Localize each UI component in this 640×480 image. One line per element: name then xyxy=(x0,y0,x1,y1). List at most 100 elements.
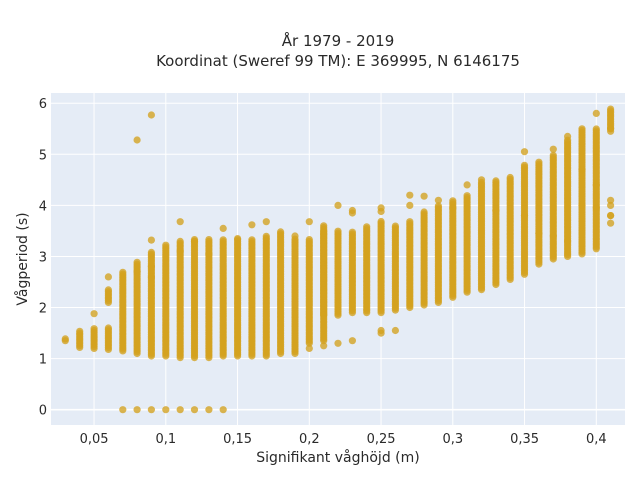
data-point xyxy=(607,219,615,227)
data-point xyxy=(133,406,141,414)
data-point xyxy=(147,236,155,244)
data-point xyxy=(219,406,227,414)
data-point xyxy=(61,335,69,343)
data-point xyxy=(104,273,112,281)
data-point xyxy=(535,229,543,238)
data-point xyxy=(463,192,471,200)
data-point xyxy=(391,326,399,335)
x-tick-label: 0,35 xyxy=(510,432,539,447)
x-tick-labels: 0,05 0,1 0,15 0,2 0,25 0,3 0,35 0,4 xyxy=(80,432,607,447)
data-point xyxy=(449,197,457,205)
data-point xyxy=(520,148,529,156)
data-point xyxy=(334,227,342,235)
data-point xyxy=(463,181,471,189)
data-point xyxy=(334,339,342,347)
data-point xyxy=(607,212,615,220)
data-point xyxy=(76,327,84,335)
data-point xyxy=(434,202,442,210)
data-point xyxy=(219,224,227,232)
data-point xyxy=(90,325,98,333)
data-point xyxy=(291,232,299,240)
data-point xyxy=(592,181,600,189)
data-point xyxy=(133,258,141,266)
data-point xyxy=(104,324,112,332)
data-point xyxy=(190,237,199,245)
data-point xyxy=(377,204,385,212)
data-point xyxy=(549,232,557,240)
data-point xyxy=(434,196,442,204)
data-point xyxy=(607,127,615,135)
y-axis-title: Vågperiod (s) xyxy=(14,212,31,305)
data-point xyxy=(176,218,184,226)
data-point xyxy=(90,310,98,318)
data-point xyxy=(176,237,184,245)
y-tick-label: 4 xyxy=(39,199,47,214)
data-point xyxy=(262,218,270,226)
data-point xyxy=(320,342,328,350)
data-point xyxy=(506,173,514,182)
x-tick-label: 0,05 xyxy=(80,432,109,447)
data-point xyxy=(607,201,615,209)
data-point xyxy=(205,250,213,258)
x-axis-title: Signifikant våghöjd (m) xyxy=(256,449,419,466)
data-point xyxy=(176,247,184,255)
data-point xyxy=(234,235,242,243)
data-point xyxy=(592,109,600,117)
data-point xyxy=(334,201,342,209)
y-tick-label: 1 xyxy=(39,353,47,368)
data-point xyxy=(406,201,414,209)
data-point xyxy=(348,206,356,215)
data-point xyxy=(406,191,414,199)
data-point xyxy=(147,111,155,119)
data-point xyxy=(262,232,270,240)
data-point xyxy=(320,222,328,230)
data-point xyxy=(305,218,313,226)
y-tick-labels: 0 1 2 3 4 5 6 xyxy=(39,97,47,418)
y-tick-label: 0 xyxy=(39,404,47,419)
data-point xyxy=(104,286,112,294)
data-point xyxy=(248,221,256,229)
data-point xyxy=(162,241,170,249)
data-point xyxy=(147,273,155,281)
data-point xyxy=(363,223,371,231)
x-tick-label: 0,1 xyxy=(155,432,176,447)
data-point xyxy=(119,406,127,414)
data-point xyxy=(492,177,500,185)
data-point xyxy=(248,236,256,244)
data-point xyxy=(535,158,543,166)
data-point xyxy=(119,268,127,276)
data-point xyxy=(162,406,170,414)
data-point xyxy=(377,326,385,335)
data-point xyxy=(133,268,141,276)
y-tick-label: 6 xyxy=(39,97,47,112)
data-point xyxy=(564,132,572,140)
x-tick-label: 0,15 xyxy=(223,432,252,447)
data-point xyxy=(607,196,615,204)
y-tick-label: 5 xyxy=(39,148,47,163)
data-point xyxy=(578,166,586,174)
data-point xyxy=(348,228,356,236)
data-point xyxy=(391,222,399,230)
data-point xyxy=(219,236,227,244)
data-point xyxy=(133,136,141,144)
data-point xyxy=(549,145,557,153)
data-point xyxy=(190,406,199,414)
data-point xyxy=(520,161,529,169)
data-point xyxy=(205,236,213,244)
data-point xyxy=(147,406,155,414)
data-point xyxy=(449,204,457,212)
data-point xyxy=(592,125,600,133)
marker-layer xyxy=(61,105,615,414)
data-point xyxy=(147,248,155,256)
y-tick-label: 3 xyxy=(39,250,47,265)
x-tick-label: 0,4 xyxy=(586,432,607,447)
data-point xyxy=(578,125,586,133)
chart-subtitle: Koordinat (Sweref 99 TM): E 369995, N 61… xyxy=(156,52,520,70)
data-point xyxy=(305,344,313,352)
data-point xyxy=(607,105,615,113)
data-point xyxy=(205,406,213,414)
data-point xyxy=(420,192,428,200)
data-point xyxy=(520,212,529,220)
data-point xyxy=(377,217,385,226)
